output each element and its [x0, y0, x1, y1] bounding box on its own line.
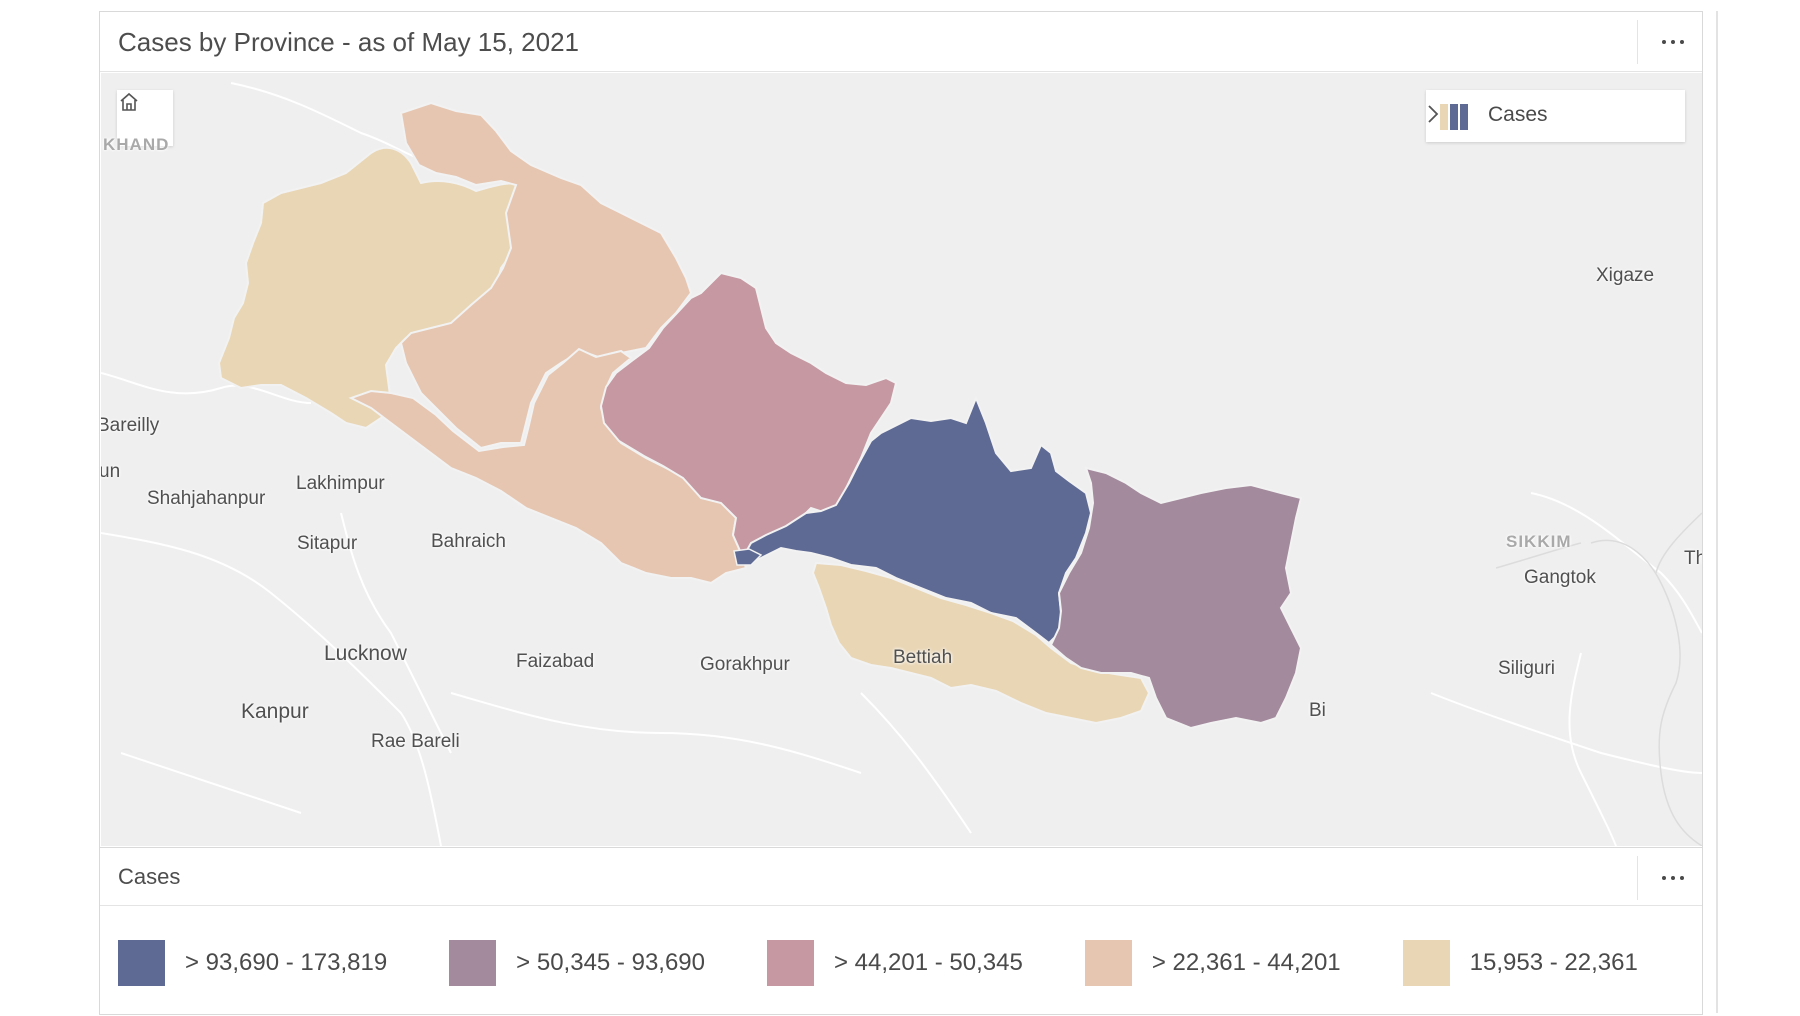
map-view[interactable]: Cases KHAND Xigaze Bareilly un Lakhimpur…: [101, 73, 1702, 846]
place-label: Gorakhpur: [700, 654, 790, 675]
legend-toggle-label: Cases: [1488, 103, 1548, 126]
legend-item-label: > 50,345 - 93,690: [516, 949, 705, 976]
place-label: Lakhimpur: [296, 473, 385, 494]
legend-item-label: 15,953 - 22,361: [1469, 949, 1638, 976]
legend-item-label: > 93,690 - 173,819: [185, 949, 388, 976]
legend-item[interactable]: > 50,345 - 93,690: [449, 940, 705, 986]
legend-title: Cases: [118, 864, 181, 889]
place-label: Xigaze: [1596, 265, 1655, 286]
legend-item-label: > 22,361 - 44,201: [1151, 949, 1341, 976]
province-bagmati-fragment: [733, 548, 763, 566]
place-label: Bi: [1309, 700, 1326, 721]
province-madhesh[interactable]: [811, 561, 1151, 725]
legend-header: Cases: [100, 848, 1702, 906]
card-title: Cases by Province - as of May 15, 2021: [118, 27, 580, 57]
road-lines: [101, 82, 1702, 846]
home-button[interactable]: [117, 90, 173, 146]
more-icon: [1662, 40, 1684, 44]
place-label: Bettiah: [893, 647, 953, 668]
place-label: Rae Bareli: [371, 731, 460, 752]
place-label: KHAND: [103, 135, 170, 154]
place-label: Kanpur: [241, 700, 309, 723]
legend-items: > 93,690 - 173,819 > 50,345 - 93,690 > 4…: [118, 940, 1700, 986]
place-label: SIKKIM: [1506, 532, 1572, 551]
header-divider: [1637, 20, 1638, 64]
legend-swatch: [118, 940, 165, 986]
place-label: Bahraich: [431, 531, 506, 552]
legend-swatch: [449, 940, 497, 986]
map-canvas[interactable]: [101, 73, 1702, 846]
place-label: Lucknow: [324, 642, 407, 665]
place-label: Sitapur: [297, 533, 358, 554]
province-koshi[interactable]: [1049, 466, 1303, 730]
province-bagmati[interactable]: [739, 395, 1093, 645]
place-label: Faizabad: [516, 651, 595, 672]
page-divider: [1716, 11, 1718, 1013]
place-label: Shahjahanpur: [147, 488, 266, 509]
more-options-button[interactable]: [1648, 20, 1698, 64]
home-icon: [120, 92, 138, 111]
legend-swatch: [1402, 940, 1450, 986]
place-label: Bareilly: [101, 415, 160, 436]
legend-item[interactable]: > 44,201 - 50,345: [767, 940, 1023, 986]
place-label: Th: [1684, 548, 1702, 569]
card-header: Cases by Province - as of May 15, 2021: [100, 12, 1702, 72]
chevron-right-icon: [1428, 105, 1439, 123]
province-karnali[interactable]: [399, 101, 693, 450]
legend-toggle-button[interactable]: Cases: [1426, 90, 1685, 142]
legend-swatch: [767, 940, 814, 986]
legend-item[interactable]: > 93,690 - 173,819: [118, 940, 387, 986]
legend-item[interactable]: 15,953 - 22,361: [1402, 940, 1638, 986]
map-card: Cases by Province - as of May 15, 2021: [99, 11, 1703, 1015]
legend-swatch-icon: [1440, 104, 1468, 130]
place-label: Gangtok: [1524, 567, 1596, 588]
place-label: Siliguri: [1498, 658, 1556, 679]
legend-panel: Cases > 93,690 - 173,819 > 50,345 - 93,6…: [100, 847, 1702, 1016]
legend-swatch: [1084, 940, 1132, 986]
legend-divider: [1637, 856, 1638, 900]
legend-item-label: > 44,201 - 50,345: [834, 949, 1023, 976]
more-icon: [1662, 876, 1684, 880]
border-lines: [1495, 512, 1702, 846]
legend-more-options-button[interactable]: [1648, 856, 1698, 900]
place-label: un: [101, 461, 121, 482]
legend-item[interactable]: > 22,361 - 44,201: [1084, 940, 1341, 986]
